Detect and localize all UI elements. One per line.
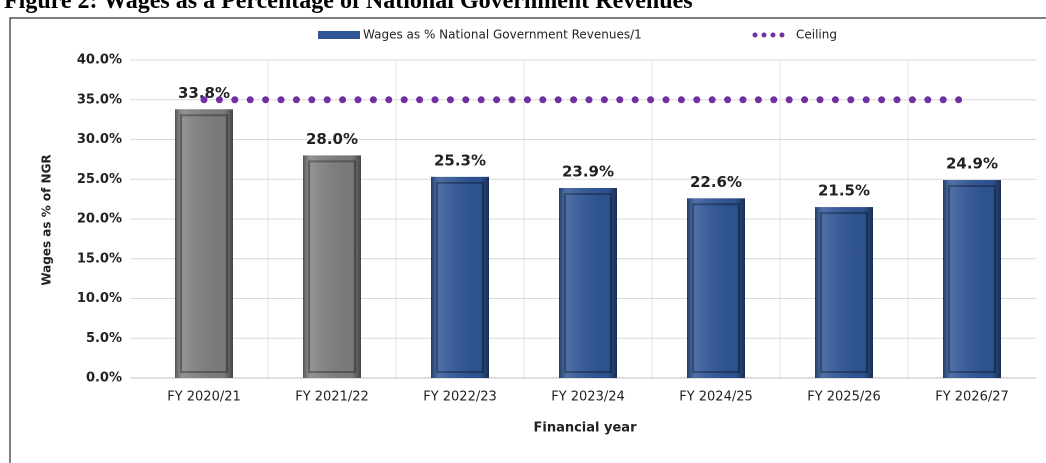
- bar: [175, 109, 233, 378]
- bar: [431, 176, 489, 378]
- x-tick-label: FY 2021/22: [295, 390, 369, 405]
- bar-bevel: [820, 212, 868, 373]
- x-axis-label: Financial year: [533, 421, 637, 436]
- data-label: 28.0%: [306, 130, 358, 148]
- x-tick-label: FY 2020/21: [167, 390, 241, 405]
- bar: [559, 187, 617, 378]
- bar-bevel: [308, 160, 356, 373]
- y-tick-label: 30.0%: [77, 132, 122, 147]
- y-tick-label: 0.0%: [86, 371, 122, 386]
- x-tick-label: FY 2026/27: [935, 390, 1009, 405]
- bar-bevel: [564, 192, 612, 373]
- bar-bevel: [692, 203, 740, 373]
- x-tick-label: FY 2022/23: [423, 390, 497, 405]
- data-label: 22.6%: [690, 173, 742, 191]
- bar: [303, 155, 361, 378]
- y-axis-label: Wages as % of NGR: [40, 154, 54, 285]
- data-label: 21.5%: [818, 182, 870, 200]
- bar: [943, 180, 1001, 378]
- x-tick-label: FY 2025/26: [807, 390, 881, 405]
- data-label: 25.3%: [434, 151, 486, 169]
- y-tick-label: 20.0%: [77, 212, 122, 227]
- y-tick-label: 25.0%: [77, 172, 122, 187]
- y-tick-label: 35.0%: [77, 92, 122, 107]
- data-label: 23.9%: [562, 162, 614, 180]
- bar: [687, 198, 745, 378]
- legend-label: Wages as % National Government Revenues/…: [363, 28, 642, 42]
- y-tick-label: 40.0%: [77, 53, 122, 68]
- legend-swatch: [318, 31, 360, 39]
- chart-title: Figure 2: Wages as a Percentage of Natio…: [4, 0, 693, 14]
- data-label: 24.9%: [946, 155, 998, 173]
- x-tick-label: FY 2024/25: [679, 390, 753, 405]
- bar-bevel: [948, 185, 996, 373]
- bar: [815, 207, 873, 378]
- chart-frame: [9, 17, 1046, 463]
- x-tick-label: FY 2023/24: [551, 390, 625, 405]
- bar-bevel: [180, 114, 228, 373]
- bar-bevel: [436, 181, 484, 373]
- y-tick-label: 15.0%: [77, 251, 122, 266]
- y-tick-label: 5.0%: [86, 331, 122, 346]
- y-tick-label: 10.0%: [77, 291, 122, 306]
- legend-label: Ceiling: [796, 28, 837, 42]
